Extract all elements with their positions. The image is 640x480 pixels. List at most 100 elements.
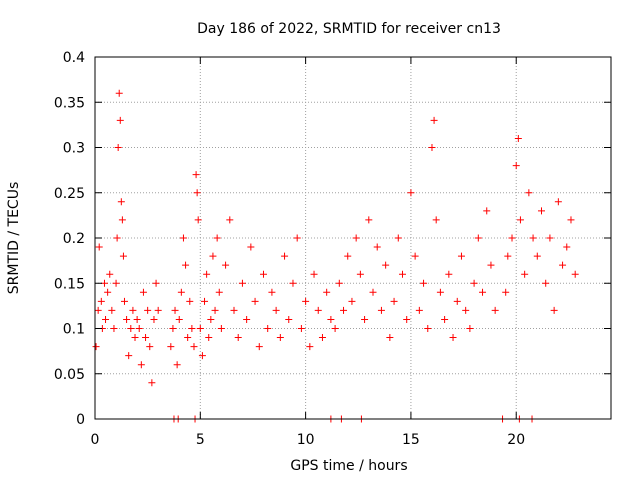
y-tick-label: 0.2: [63, 231, 85, 247]
data-point: [102, 315, 110, 323]
data-point: [335, 279, 343, 287]
data-point: [205, 334, 213, 342]
data-point: [207, 315, 215, 323]
data-point: [234, 334, 242, 342]
data-point: [203, 270, 211, 278]
y-tick-label: 0.1: [63, 322, 85, 338]
data-point: [289, 279, 297, 287]
data-point: [445, 270, 453, 278]
data-point: [390, 297, 398, 305]
data-point: [264, 325, 272, 332]
data-point: [217, 325, 225, 332]
data-point: [110, 325, 118, 332]
data-point: [310, 270, 318, 278]
data-point: [127, 325, 135, 332]
data-point: [377, 306, 385, 314]
data-point: [306, 343, 314, 351]
data-point: [508, 234, 516, 242]
data-point: [100, 279, 108, 287]
data-point: [529, 234, 537, 242]
y-tick-label: 0.4: [63, 50, 85, 66]
data-point: [201, 297, 209, 305]
data-point: [285, 315, 293, 323]
data-point: [428, 144, 436, 151]
data-point: [186, 297, 194, 305]
data-point: [114, 144, 122, 151]
data-point: [436, 288, 444, 296]
y-axis-label: SRMTID / TECUs: [6, 182, 22, 295]
data-point: [139, 288, 147, 296]
data-point: [546, 234, 554, 242]
data-point: [177, 288, 185, 296]
y-tick-label: 0.15: [54, 276, 85, 292]
data-point: [95, 243, 103, 251]
data-point: [474, 234, 482, 242]
data-point: [190, 343, 198, 351]
data-point: [125, 352, 133, 360]
data-point: [466, 325, 474, 332]
data-point: [211, 306, 219, 314]
data-point: [131, 334, 139, 342]
data-point: [314, 306, 322, 314]
data-point: [135, 325, 143, 332]
x-tick-label: 20: [507, 432, 525, 448]
data-point: [411, 252, 419, 260]
data-point: [243, 315, 251, 323]
data-point: [340, 306, 348, 314]
data-point: [118, 216, 126, 224]
data-point: [327, 315, 335, 323]
data-point: [259, 270, 267, 278]
chart-title: Day 186 of 2022, SRMTID for receiver cn1…: [197, 21, 501, 37]
data-point: [106, 270, 114, 278]
data-point: [222, 261, 230, 269]
data-point: [302, 297, 310, 305]
data-point: [167, 343, 175, 351]
data-point: [171, 306, 179, 314]
x-axis-label: GPS time / hours: [290, 458, 407, 474]
data-point: [424, 325, 432, 332]
x-tick-label: 5: [196, 432, 205, 448]
data-point: [420, 279, 428, 287]
data-point: [192, 171, 200, 179]
y-tick-label: 0: [76, 412, 85, 428]
data-point: [479, 288, 487, 296]
data-point: [554, 198, 562, 206]
data-point: [525, 189, 533, 197]
data-point: [373, 243, 381, 251]
data-point: [120, 297, 128, 305]
data-point: [297, 325, 305, 332]
data-point: [117, 198, 125, 206]
data-point: [148, 379, 156, 387]
data-point: [403, 315, 411, 323]
data-point: [268, 288, 276, 296]
data-point: [348, 297, 356, 305]
data-point: [188, 325, 196, 332]
data-point: [276, 334, 284, 342]
data-point: [361, 315, 369, 323]
data-point: [112, 279, 120, 287]
data-point: [453, 297, 461, 305]
data-point: [94, 306, 102, 314]
y-tick-label: 0.05: [54, 367, 85, 383]
y-tick-label: 0.25: [54, 186, 85, 202]
data-point: [382, 261, 390, 269]
data-point: [198, 352, 206, 360]
x-tick-label: 10: [297, 432, 315, 448]
data-point: [92, 343, 100, 351]
x-tick-label: 0: [91, 432, 100, 448]
data-points: [92, 89, 579, 423]
data-point: [331, 325, 339, 332]
data-point: [175, 315, 183, 323]
data-point: [169, 325, 177, 332]
data-point: [179, 234, 187, 242]
x-tick-label: 15: [402, 432, 420, 448]
data-point: [449, 334, 457, 342]
data-point: [137, 361, 145, 369]
data-point: [196, 325, 204, 332]
data-point: [502, 288, 510, 296]
data-point: [97, 297, 105, 305]
data-point: [430, 116, 438, 124]
data-point: [398, 270, 406, 278]
data-point: [559, 261, 567, 269]
